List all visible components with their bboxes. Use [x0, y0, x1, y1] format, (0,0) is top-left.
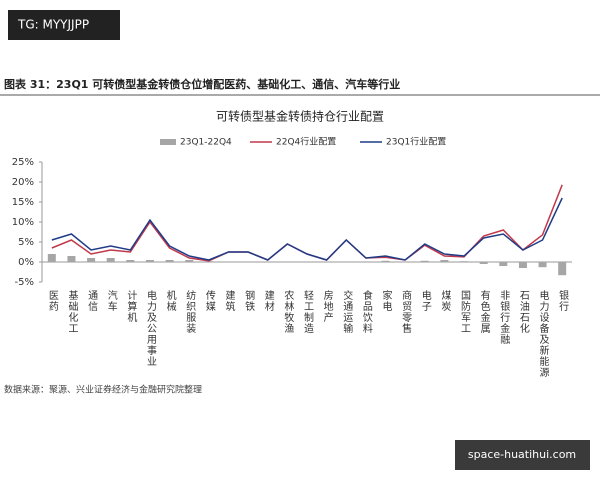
bar — [420, 260, 429, 262]
bar — [87, 258, 96, 262]
bar — [538, 262, 547, 268]
x-tick-label: 非银行金融 — [498, 290, 510, 345]
x-tick-label: 基础化工 — [66, 289, 78, 334]
x-tick-label: 食品饮料 — [360, 289, 372, 334]
tag-box — [8, 10, 120, 40]
bar — [479, 262, 488, 264]
x-tick-label: 电力及公用事业 — [144, 289, 156, 367]
bar — [518, 262, 527, 268]
caption: 图表 31：23Q1 可转债型基金转债仓位增配医药、基础化工、通信、汽车等行业 — [4, 77, 400, 91]
x-tick-label: 商贸零售 — [400, 289, 412, 334]
y-tick-label: 25% — [12, 157, 34, 168]
x-tick-label: 通信 — [86, 290, 98, 312]
legend-swatch — [160, 139, 176, 145]
y-tick-label: 20% — [12, 177, 34, 188]
y-tick-label: 0% — [18, 257, 34, 268]
bar — [460, 261, 469, 262]
source: 数据来源：聚源、兴业证券经济与金融研究院整理 — [4, 384, 202, 396]
x-tick-label: 电力设备及新能源 — [537, 289, 549, 378]
x-tick-label: 计算机 — [125, 289, 137, 323]
x-tick-label: 有色金属 — [478, 289, 490, 334]
tag: TG: MYYJJPP — [17, 18, 89, 32]
bar — [440, 260, 449, 262]
x-tick-label: 煤炭 — [439, 289, 451, 312]
x-tick-label: 建材 — [262, 289, 274, 312]
bar — [558, 262, 567, 276]
watermark-box — [455, 440, 590, 470]
x-tick-label: 机械 — [164, 289, 176, 312]
x-tick-label: 银行 — [557, 289, 569, 312]
x-tick-label: 国防军工 — [459, 290, 471, 334]
x-tick-label: 建筑 — [223, 289, 235, 312]
y-tick-label: -5% — [15, 277, 34, 288]
y-tick-label: 15% — [12, 197, 34, 208]
watermark: space-huatihui.com — [468, 448, 576, 461]
bar — [165, 260, 174, 262]
x-tick-label: 农林牧渔 — [282, 289, 294, 334]
bar — [106, 258, 115, 262]
y-tick-label: 10% — [12, 217, 34, 228]
legend-label: 23Q1-22Q4 — [180, 138, 232, 148]
x-tick-label: 医药 — [46, 290, 58, 312]
bar — [67, 256, 76, 262]
bar — [204, 261, 213, 262]
x-tick-label: 家电 — [380, 289, 392, 312]
bar — [185, 260, 194, 262]
x-tick-label: 房地产 — [321, 289, 333, 323]
x-tick-label: 纺织服装 — [184, 289, 196, 334]
y-tick-label: 5% — [18, 237, 34, 248]
x-tick-label: 钢铁 — [243, 289, 255, 312]
bar — [381, 260, 390, 262]
x-tick-label: 传媒 — [203, 290, 215, 312]
x-tick-label: 石油石化 — [517, 290, 529, 334]
bar — [499, 262, 508, 266]
x-tick-label: 交通运输 — [341, 289, 353, 334]
x-tick-label: 汽车 — [105, 289, 117, 312]
bar — [126, 260, 135, 262]
bar — [145, 260, 154, 262]
chart-title: 可转债型基金转债持仓行业配置 — [216, 109, 384, 124]
x-tick-label: 轻工制造 — [302, 289, 314, 334]
legend-label: 23Q1行业配置 — [386, 136, 446, 148]
bar — [47, 254, 56, 262]
legend-label: 22Q4行业配置 — [276, 136, 336, 148]
line — [51, 197, 563, 261]
x-tick-label: 电子 — [419, 289, 431, 312]
